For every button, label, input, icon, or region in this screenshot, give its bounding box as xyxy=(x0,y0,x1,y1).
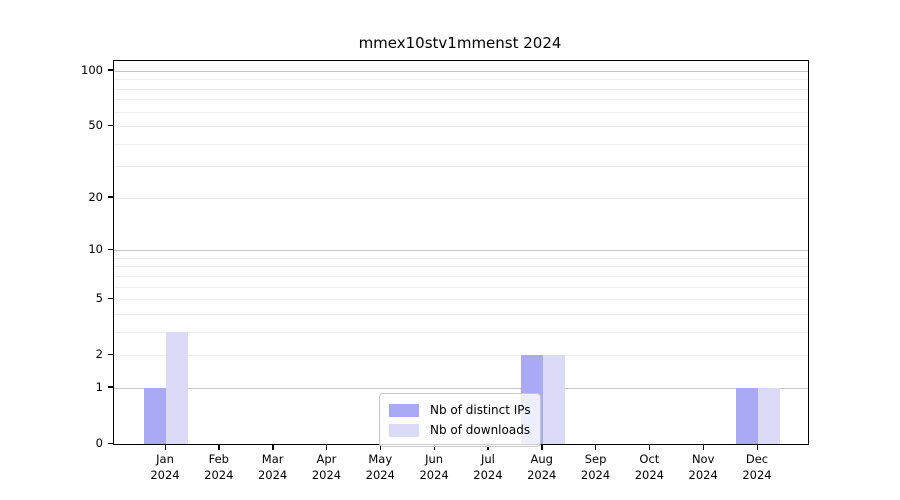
minor-gridline xyxy=(114,126,808,128)
x-tick-month: Mar xyxy=(261,452,284,466)
y-axis-tick-label: 1 xyxy=(95,379,103,394)
x-tick-mark xyxy=(595,444,597,450)
y-axis-tick-label: 50 xyxy=(88,118,103,133)
x-tick-month: Aug xyxy=(530,452,553,466)
x-tick-mark xyxy=(325,444,328,450)
x-tick-month: Jul xyxy=(480,452,495,466)
minor-gridline xyxy=(114,111,808,113)
x-tick-month: Jun xyxy=(425,452,444,466)
y-axis-tick-label: 100 xyxy=(81,62,103,77)
x-tick-month: May xyxy=(368,452,393,466)
minor-gridline xyxy=(114,197,808,199)
x-axis-tick-label: Jun 2024 xyxy=(403,451,465,483)
x-tick-year: 2024 xyxy=(257,468,288,482)
minor-gridline xyxy=(114,355,808,357)
y-axis-tick-label: 2 xyxy=(95,347,103,362)
x-tick-year: 2024 xyxy=(311,468,342,482)
chart-title: mmex10stv1mmenst 2024 xyxy=(358,34,562,52)
x-axis-tick-label: Jan 2024 xyxy=(134,451,196,483)
y-tick-mark xyxy=(108,353,113,356)
y-axis-tick-label: 20 xyxy=(88,189,103,204)
y-tick-mark xyxy=(108,69,113,71)
legend-swatch-distinct-ips xyxy=(389,403,419,417)
y-axis-tick-label: 10 xyxy=(88,242,103,257)
legend-label-distinct-ips: Nb of distinct IPs xyxy=(430,403,531,417)
y-tick-mark xyxy=(108,386,113,388)
x-tick-year: 2024 xyxy=(204,468,234,482)
y-tick-mark xyxy=(108,442,113,444)
y-tick-mark xyxy=(108,248,113,250)
major-gridline xyxy=(114,70,808,72)
x-tick-month: Apr xyxy=(316,452,337,466)
minor-gridline xyxy=(114,275,808,277)
x-axis-tick-label: Mar 2024 xyxy=(242,451,304,483)
minor-gridline xyxy=(114,286,808,288)
bar-downloads xyxy=(758,387,780,444)
x-axis-tick-label: Sep 2024 xyxy=(565,451,627,483)
minor-gridline xyxy=(114,143,808,145)
x-tick-month: Feb xyxy=(208,452,229,466)
x-tick-year: 2024 xyxy=(634,468,664,482)
y-axis-tick-label: 5 xyxy=(95,291,103,306)
x-tick-month: Dec xyxy=(745,452,769,466)
x-axis-tick-label: Apr 2024 xyxy=(295,451,357,483)
x-axis-tick-label: Aug 2024 xyxy=(511,451,573,483)
x-axis-tick-label: Jul 2024 xyxy=(457,451,519,483)
legend: Nb of distinct IPs Nb of downloads xyxy=(379,393,541,447)
minor-gridline xyxy=(114,266,808,268)
x-tick-year: 2024 xyxy=(742,468,772,482)
legend-item: Nb of downloads xyxy=(389,420,531,440)
minor-gridline xyxy=(114,88,808,90)
legend-swatch-downloads xyxy=(389,423,419,437)
minor-gridline xyxy=(114,313,808,315)
x-tick-year: 2024 xyxy=(580,468,611,482)
minor-gridline xyxy=(114,79,808,81)
x-tick-month: Jan xyxy=(156,452,174,466)
x-tick-year: 2024 xyxy=(688,468,718,482)
x-axis-tick-label: Dec 2024 xyxy=(726,451,788,483)
minor-gridline xyxy=(114,257,808,259)
x-tick-mark xyxy=(218,444,220,450)
x-tick-month: Oct xyxy=(639,452,660,466)
x-axis-tick-label: May 2024 xyxy=(349,451,411,483)
y-axis-tick-label: 0 xyxy=(95,436,103,450)
x-axis-tick-label: Feb 2024 xyxy=(188,451,250,483)
major-gridline xyxy=(114,250,808,252)
x-tick-mark xyxy=(702,444,705,450)
x-tick-mark xyxy=(648,444,651,450)
x-tick-mark xyxy=(487,444,489,450)
legend-label-downloads: Nb of downloads xyxy=(430,423,531,437)
x-tick-mark xyxy=(379,444,382,450)
x-tick-mark xyxy=(272,444,274,450)
legend-item: Nb of distinct IPs xyxy=(389,400,531,420)
bar-downloads xyxy=(166,331,188,444)
x-tick-year: 2024 xyxy=(419,468,449,482)
bar-downloads xyxy=(542,355,565,444)
x-tick-month: Sep xyxy=(584,452,607,466)
x-tick-month: Nov xyxy=(691,452,715,466)
x-tick-mark xyxy=(756,444,758,450)
x-axis-tick-label: Nov 2024 xyxy=(672,451,734,483)
minor-gridline xyxy=(114,299,808,301)
y-tick-mark xyxy=(108,124,113,126)
x-tick-mark xyxy=(164,444,166,450)
bar-distinct-ips xyxy=(736,387,758,444)
x-tick-mark xyxy=(433,444,435,450)
x-tick-year: 2024 xyxy=(473,468,503,482)
x-tick-year: 2024 xyxy=(150,468,180,482)
minor-gridline xyxy=(114,331,808,333)
major-gridline xyxy=(114,387,808,389)
x-tick-year: 2024 xyxy=(527,468,557,482)
y-tick-mark xyxy=(108,297,113,299)
y-tick-mark xyxy=(108,196,113,198)
x-tick-year: 2024 xyxy=(365,468,395,482)
bar-distinct-ips xyxy=(144,387,166,444)
minor-gridline xyxy=(114,99,808,101)
x-tick-mark xyxy=(541,444,543,450)
x-axis-tick-label: Oct 2024 xyxy=(618,451,680,483)
minor-gridline xyxy=(114,166,808,168)
plot-area: Nb of distinct IPs Nb of downloads xyxy=(113,60,809,447)
